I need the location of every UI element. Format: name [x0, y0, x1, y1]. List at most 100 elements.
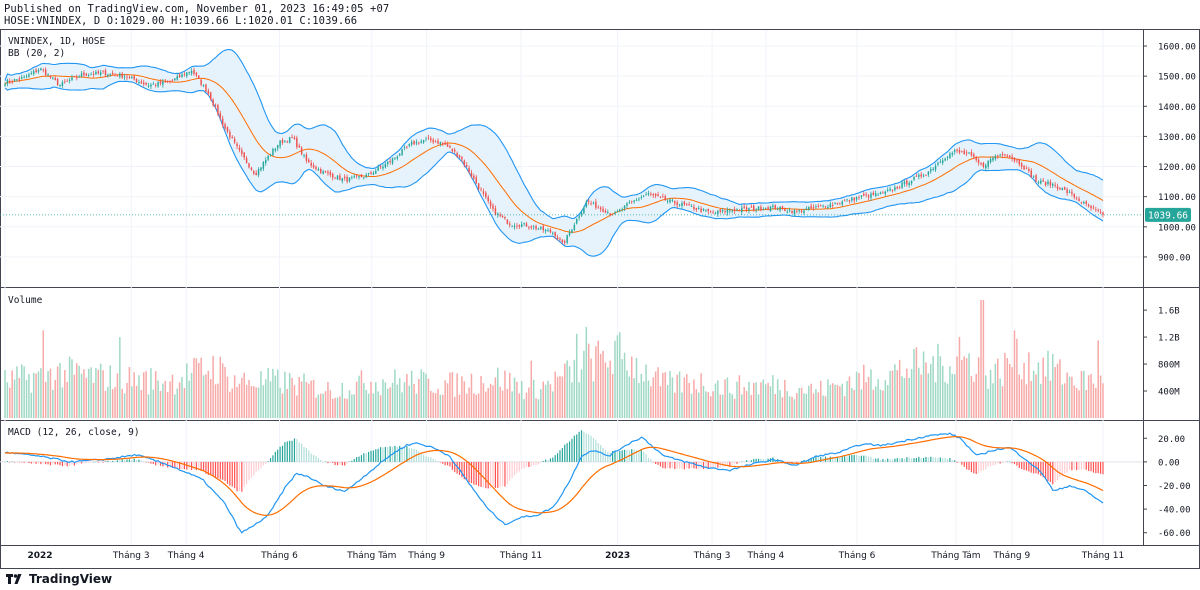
candle-body: [518, 225, 521, 227]
volume-bar: [420, 369, 422, 418]
candle-body: [724, 211, 726, 213]
macd-histogram-bar: [195, 461, 197, 471]
volume-bar: [882, 390, 884, 418]
candle-body: [642, 195, 645, 197]
macd-histogram-bar: [317, 458, 319, 462]
volume-bar: [71, 359, 73, 418]
macd-histogram-bar: [576, 434, 578, 462]
volume-bar: [810, 383, 812, 418]
candle-body: [580, 212, 583, 216]
candle-body: [389, 161, 391, 163]
candle-body: [485, 192, 487, 198]
volume-bar: [583, 350, 585, 418]
volume-bar: [726, 377, 729, 418]
volume-bar: [219, 356, 222, 418]
macd-histogram-bar: [748, 460, 750, 462]
macd-histogram-bar: [896, 458, 898, 462]
volume-bar: [370, 381, 372, 418]
volume-bar: [604, 362, 607, 418]
macd-histogram-bar: [549, 458, 552, 462]
volume-bar: [626, 370, 628, 418]
volume-bar: [578, 382, 580, 418]
macd-histogram-bar: [171, 461, 174, 468]
candle-body: [836, 203, 839, 205]
candle-body: [764, 208, 767, 209]
candle-body: [607, 212, 609, 213]
candle-body: [190, 70, 193, 74]
macd-histogram-bar: [255, 461, 257, 472]
candle-body: [47, 74, 49, 76]
candle-body: [930, 169, 932, 172]
volume-bar: [662, 372, 664, 418]
macd-histogram-bar: [655, 461, 657, 465]
candle-body: [528, 227, 530, 229]
volume-bar: [331, 398, 334, 418]
candle-body: [980, 162, 982, 165]
volume-bar: [614, 340, 616, 418]
macd-histogram-bar: [1059, 461, 1061, 478]
candle-body: [253, 171, 255, 174]
volume-bar: [198, 362, 200, 418]
volume-bar: [288, 372, 291, 418]
volume-bar: [1047, 350, 1049, 418]
macd-histogram-bar: [210, 461, 212, 476]
volume-bar: [666, 385, 669, 418]
tradingview-brand: TradingView: [29, 572, 113, 586]
macd-histogram-bar: [674, 461, 676, 470]
macd-histogram-bar: [968, 461, 970, 471]
macd-histogram-bar: [57, 461, 59, 465]
volume-bar: [382, 379, 384, 418]
macd-histogram-bar: [693, 461, 695, 469]
tradingview-logo[interactable]: TradingView: [6, 572, 112, 586]
macd-histogram-bar: [423, 454, 425, 462]
macd-histogram-bar: [1054, 461, 1056, 483]
macd-histogram-bar: [248, 461, 250, 481]
macd-histogram-bar: [741, 461, 743, 462]
volume-bar: [843, 396, 846, 418]
macd-histogram-bar: [834, 458, 836, 462]
candle-body: [934, 165, 937, 170]
candle-body: [365, 174, 367, 177]
macd-histogram-bar: [145, 461, 147, 463]
macd-histogram-bar: [669, 461, 671, 469]
candle-body: [525, 223, 528, 227]
candle-body: [949, 153, 951, 159]
volume-bar: [126, 382, 128, 418]
candle-body: [83, 72, 85, 76]
bollinger-bands: [4, 49, 1104, 257]
candle-body: [391, 158, 394, 164]
price-tick-label: 1600.00: [1158, 43, 1196, 53]
volume-bars: [4, 300, 1104, 418]
candle-body: [889, 188, 891, 191]
macd: [0, 430, 1143, 534]
candle-body: [95, 71, 97, 75]
macd-histogram-bar: [865, 455, 867, 462]
macd-histogram-bar: [260, 461, 262, 469]
volume-bar: [1092, 383, 1095, 418]
candle-body: [327, 171, 329, 174]
candle-body: [602, 208, 604, 212]
candle-body: [619, 209, 621, 212]
volume-bar: [200, 357, 202, 418]
macd-histogram-bar: [609, 453, 611, 462]
candle-body: [178, 74, 181, 78]
volume-bar: [853, 389, 855, 418]
volume-bar: [848, 376, 851, 418]
candle-body: [781, 206, 784, 209]
macd-histogram-bar: [124, 460, 126, 462]
volume-bar: [430, 390, 432, 418]
signal-line: [4, 435, 1104, 516]
candle-body: [638, 198, 640, 200]
candle-body: [647, 193, 650, 195]
volume-bar: [932, 356, 934, 418]
chart-canvas[interactable]: 1600.00 1500.00 1400.00 1300.00 1200.00 1100.…: [0, 29, 1200, 569]
volume-bar: [73, 374, 76, 418]
volume-bar: [987, 388, 989, 418]
volume-bar: [497, 367, 499, 418]
volume-bar: [291, 377, 293, 418]
volume-bar: [808, 385, 810, 418]
volume-bar: [1004, 352, 1006, 418]
macd-histogram-bar: [356, 457, 358, 462]
candle-body: [408, 144, 411, 146]
candle-body: [898, 187, 901, 189]
